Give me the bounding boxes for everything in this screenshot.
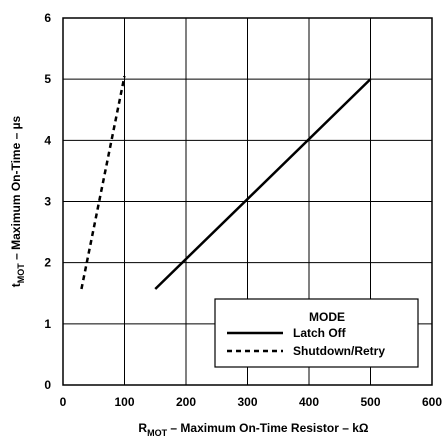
y-tick-label: 2 xyxy=(44,256,51,270)
y-tick-labels: 0 1 2 3 4 5 6 xyxy=(44,11,51,392)
y-axis-label: tMOT – Maximum On-Time – µs xyxy=(9,115,26,287)
y-tick-label: 1 xyxy=(44,317,51,331)
y-axis-description: – Maximum On-Time – µs xyxy=(9,115,23,263)
x-axis-subscript: MOT xyxy=(147,428,167,438)
x-tick-label: 400 xyxy=(299,395,319,409)
x-tick-label: 200 xyxy=(176,395,196,409)
x-tick-labels: 0 100 200 300 400 500 600 xyxy=(60,395,443,409)
y-tick-label: 5 xyxy=(44,72,51,86)
plot-frame xyxy=(62,17,433,386)
x-axis-label: RMOT – Maximum On-Time Resistor – kΩ xyxy=(138,421,369,438)
x-axis-description: – Maximum On-Time Resistor – kΩ xyxy=(167,421,369,435)
y-axis-symbol: t xyxy=(9,283,23,287)
y-tick-label: 6 xyxy=(44,11,51,25)
data-series xyxy=(80,75,372,290)
x-tick-label: 0 xyxy=(60,395,67,409)
x-tick-label: 100 xyxy=(114,395,134,409)
x-axis-symbol: R xyxy=(138,421,147,435)
legend-label: Shutdown/Retry xyxy=(293,344,385,358)
legend-title: MODE xyxy=(309,310,345,324)
x-tick-label: 500 xyxy=(360,395,380,409)
series-line-latch-off xyxy=(154,78,372,290)
y-axis-subscript: MOT xyxy=(16,263,26,283)
x-tick-label: 300 xyxy=(237,395,257,409)
legend: MODE Latch Off Shutdown/Retry xyxy=(214,298,419,368)
series-line-shutdown-retry xyxy=(80,75,126,290)
y-tick-label: 4 xyxy=(44,133,51,147)
legend-items: Latch Off Shutdown/Retry xyxy=(227,326,385,358)
x-tick-label: 600 xyxy=(422,395,442,409)
y-tick-label: 3 xyxy=(44,195,51,209)
y-tick-label: 0 xyxy=(44,378,51,392)
legend-label: Latch Off xyxy=(293,326,347,340)
